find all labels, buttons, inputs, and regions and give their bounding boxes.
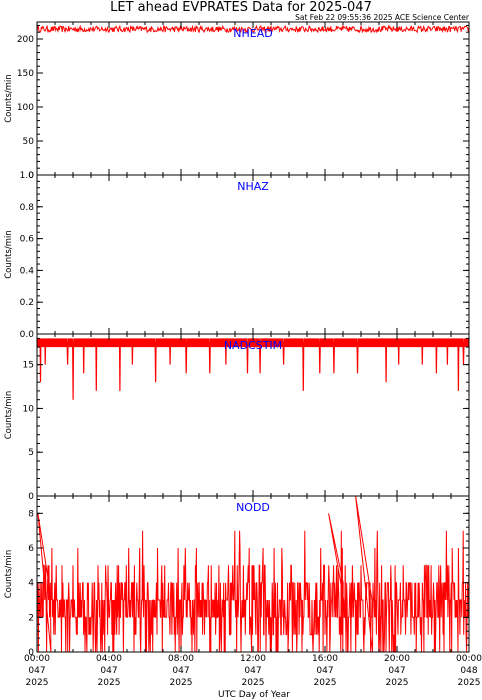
x-tick-label: 2025	[170, 678, 193, 688]
y-tick-label: 6	[28, 544, 34, 554]
x-axis-label: UTC Day of Year	[218, 690, 290, 700]
chart-title: LET ahead EVPRATES Data for 2025-047	[110, 0, 372, 15]
y-tick-label: 100	[17, 103, 34, 113]
panel-label: NODD	[236, 501, 270, 514]
x-tick-label: 08:00	[168, 654, 194, 664]
y-tick-label: 0	[28, 492, 34, 502]
timestamp-label: Sat Feb 22 09:55:36 2025 ACE Science Cen…	[295, 13, 470, 22]
panel-label: NHAZ	[237, 180, 269, 193]
series-line-nhead	[36, 24, 470, 34]
y-tick-label: 8	[28, 509, 34, 519]
x-tick-label: 047	[100, 666, 117, 676]
y-axis-label: Counts/min	[4, 74, 14, 123]
x-tick-label: 04:00	[96, 654, 122, 664]
x-tick-label: 20:00	[384, 654, 410, 664]
x-tick-label: 2025	[26, 678, 49, 688]
series-line-nodd	[36, 495, 470, 653]
y-tick-label: 0.4	[20, 266, 35, 276]
y-tick-label: 4	[28, 579, 34, 589]
y-tick-label: 150	[17, 69, 34, 79]
y-axis-label: Counts/min	[4, 230, 14, 279]
y-tick-label: 10	[23, 404, 35, 414]
panel-nadcstim: 0 5 10 15 Counts/min NADCSTIM	[4, 333, 470, 502]
panel-frame	[36, 333, 470, 497]
y-tick-label: 50	[23, 137, 35, 147]
x-tick-label: 00:00	[24, 654, 50, 664]
x-tick-label: 2025	[98, 678, 121, 688]
x-tick-label: 047	[244, 666, 261, 676]
x-tick-label: 2025	[386, 678, 409, 688]
y-tick-label: 0.2	[20, 298, 34, 308]
x-tick-label: 2025	[458, 678, 481, 688]
x-tick-label: 048	[460, 666, 477, 676]
x-tick-label: 047	[28, 666, 45, 676]
x-tick-label: 047	[316, 666, 333, 676]
x-tick-label: 2025	[242, 678, 265, 688]
y-axis-label: Counts/min	[4, 391, 14, 440]
y-tick-label: 1.0	[20, 171, 35, 181]
y-tick-label: 0	[28, 171, 34, 181]
panel-frame	[36, 21, 470, 176]
y-tick-label: 5	[28, 448, 34, 458]
y-tick-label: 0.8	[20, 203, 35, 213]
panel-label: NHEAD	[233, 27, 272, 40]
x-tick-label: 12:00	[240, 654, 266, 664]
y-tick-label: 2	[28, 613, 34, 623]
y-tick-label: 0.6	[20, 235, 35, 245]
panel-nodd: 0 2 4 6 8 Counts/min NODD	[4, 495, 470, 658]
x-tick-label: 047	[388, 666, 405, 676]
x-tick-label: 047	[172, 666, 189, 676]
y-tick-label: 0	[28, 648, 34, 658]
y-tick-label: 0.0	[20, 330, 35, 340]
y-axis-label: Counts/min	[4, 550, 14, 599]
panel-nhaz: 0.0 0.2 0.4 0.6 0.8 1.0 Counts/min NHAZ	[4, 171, 470, 340]
y-tick-label: 15	[23, 361, 34, 371]
x-tick-label: 2025	[314, 678, 337, 688]
x-tick-label: 16:00	[312, 654, 338, 664]
x-tick-label: 00:00	[456, 654, 482, 664]
panel-frame	[36, 174, 470, 335]
y-tick-label: 200	[17, 35, 34, 45]
panel-label: NADCSTIM	[224, 339, 282, 352]
panel-nhead: 0 50 100 150 200 Counts/min NHEAD	[4, 21, 470, 181]
